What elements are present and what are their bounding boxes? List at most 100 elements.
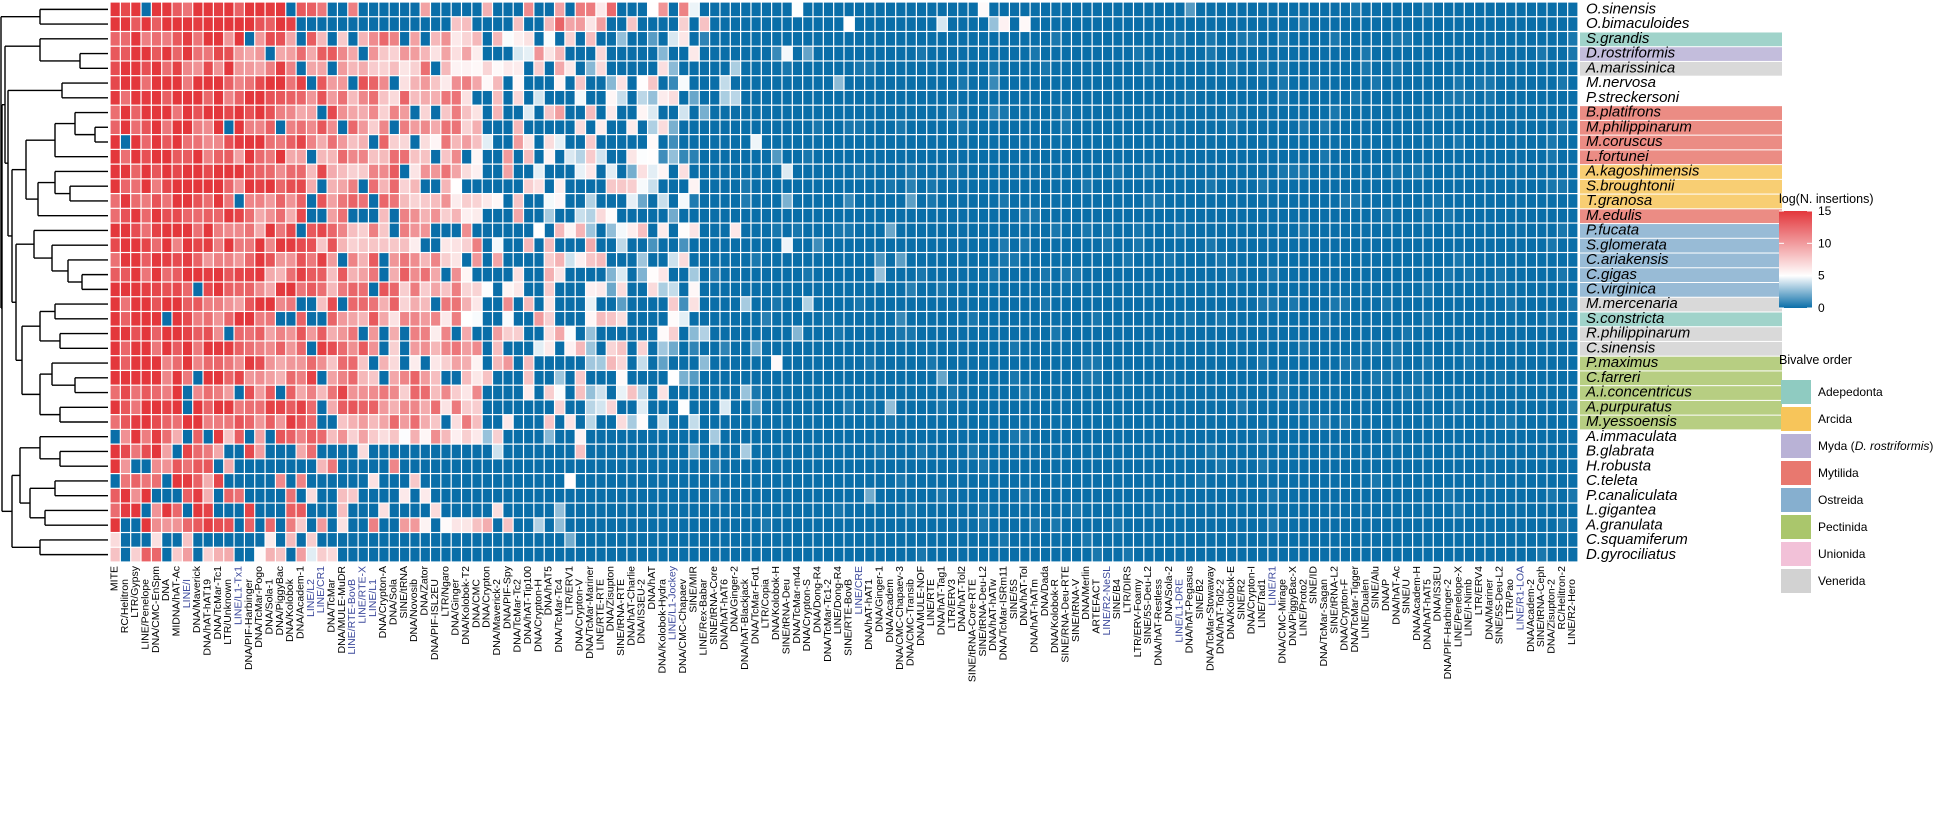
heatmap-cell: [947, 46, 958, 61]
heatmap-cell: [1506, 135, 1516, 149]
heatmap-cell: [420, 371, 430, 385]
heatmap-cell: [627, 17, 637, 31]
heatmap-cell: [1402, 179, 1412, 193]
heatmap-cell: [947, 474, 958, 488]
heatmap-cell: [1258, 503, 1268, 518]
heatmap-cell: [1030, 194, 1040, 208]
heatmap-cell: [120, 17, 131, 31]
heatmap-cell: [575, 474, 585, 488]
heatmap-cell: [141, 385, 151, 400]
heatmap-cell: [689, 105, 699, 120]
heatmap-cell: [1413, 91, 1423, 105]
heatmap-cell: [596, 208, 606, 223]
heatmap-cell: [1072, 135, 1082, 149]
heatmap-cell: [1568, 120, 1578, 135]
heatmap-cell: [989, 17, 999, 31]
heatmap-cell: [1072, 459, 1082, 473]
heatmap-cell: [1568, 297, 1578, 311]
heatmap-cell: [193, 135, 203, 149]
heatmap-cell: [276, 17, 286, 31]
heatmap-cell: [462, 326, 472, 341]
heatmap-cell: [648, 135, 658, 149]
heatmap-cell: [1402, 312, 1412, 326]
heatmap-cell: [1351, 282, 1361, 297]
heatmap-cell: [1475, 253, 1485, 267]
heatmap-cell: [1051, 282, 1061, 297]
heatmap-cell: [327, 17, 337, 31]
heatmap-cell: [575, 282, 585, 297]
heatmap-cell: [679, 385, 689, 400]
heatmap-cell: [1268, 2, 1278, 17]
heatmap-cell: [151, 149, 162, 164]
heatmap-cell: [978, 341, 989, 356]
heatmap-cell: [989, 76, 999, 90]
heatmap-cell: [379, 312, 389, 326]
heatmap-cell: [544, 488, 554, 503]
heatmap-cell: [513, 238, 523, 252]
heatmap-cell: [1392, 297, 1402, 311]
heatmap-cell: [1495, 282, 1506, 297]
heatmap-cell: [1444, 164, 1454, 179]
heatmap-cell: [1123, 105, 1133, 120]
heatmap-cell: [255, 61, 265, 76]
heatmap-cell: [575, 135, 585, 149]
heatmap-cell: [606, 400, 616, 415]
heatmap-cell: [1072, 17, 1082, 31]
heatmap-cell: [1103, 46, 1113, 61]
heatmap-cell: [875, 238, 885, 252]
heatmap-cell: [172, 238, 182, 252]
heatmap-cell: [276, 46, 286, 61]
heatmap-cell: [1402, 120, 1412, 135]
heatmap-cell: [348, 400, 358, 415]
heatmap-cell: [1371, 400, 1381, 415]
heatmap-cell: [1144, 312, 1154, 326]
heatmap-cell: [1423, 474, 1433, 488]
heatmap-cell: [255, 238, 265, 252]
heatmap-cell: [927, 341, 937, 356]
heatmap-cell: [854, 194, 865, 208]
heatmap-cell: [679, 164, 689, 179]
heatmap-cell: [637, 429, 647, 444]
heatmap-cell: [544, 444, 554, 459]
heatmap-cell: [1237, 194, 1247, 208]
heatmap-cell: [1464, 385, 1475, 400]
heatmap-cell: [1392, 371, 1402, 385]
heatmap-cell: [410, 282, 420, 297]
heatmap-cell: [679, 459, 689, 473]
heatmap-cell: [1103, 326, 1113, 341]
heatmap-cell: [555, 120, 565, 135]
heatmap-cell: [151, 179, 162, 193]
heatmap-cell: [1444, 223, 1454, 238]
heatmap-cell: [110, 341, 120, 356]
heatmap-cell: [1227, 164, 1237, 179]
heatmap-cell: [1506, 194, 1516, 208]
heatmap-cell: [162, 488, 172, 503]
heatmap-cell: [441, 326, 451, 341]
heatmap-cell: [1392, 385, 1402, 400]
heatmap-cell: [441, 46, 451, 61]
heatmap-cell: [410, 444, 420, 459]
heatmap-cell: [1268, 341, 1278, 356]
heatmap-cell: [1134, 341, 1144, 356]
heatmap-cell: [575, 385, 585, 400]
heatmap-cell: [265, 400, 275, 415]
heatmap-cell: [1475, 32, 1485, 46]
heatmap-cell: [1402, 61, 1412, 76]
heatmap-cell: [803, 474, 813, 488]
order-band: [1580, 194, 1782, 209]
heatmap-cell: [1185, 164, 1195, 179]
heatmap-cell: [338, 223, 348, 238]
heatmap-cell: [1444, 208, 1454, 223]
heatmap-cell: [586, 415, 596, 429]
heatmap-cell: [844, 149, 854, 164]
heatmap-cell: [120, 444, 131, 459]
heatmap-cell: [1268, 194, 1278, 208]
heatmap-cell: [1258, 341, 1268, 356]
heatmap-cell: [1030, 459, 1040, 473]
heatmap-cell: [1433, 17, 1444, 31]
heatmap-cell: [286, 105, 296, 120]
heatmap-cell: [565, 135, 575, 149]
heatmap-cell: [1475, 415, 1485, 429]
heatmap-cell: [1547, 17, 1557, 31]
heatmap-cell: [213, 2, 224, 17]
